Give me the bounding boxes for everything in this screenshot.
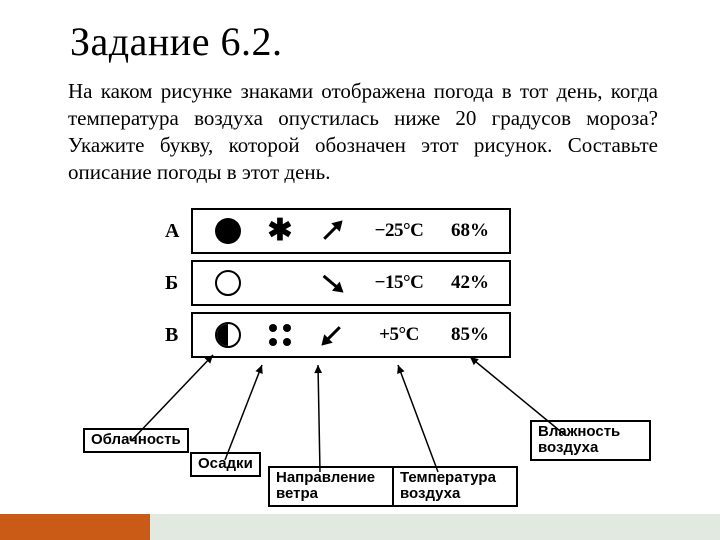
wind-icon xyxy=(305,262,359,304)
weather-table: А✱−25°C68%Б−15°C42%В+5°C85% xyxy=(165,208,511,364)
bottom-bar-accent xyxy=(0,514,150,540)
callout-wind: Направление ветра xyxy=(268,466,399,507)
precip-icon: ✱ xyxy=(255,210,305,252)
callout-precip: Осадки xyxy=(190,452,261,477)
precip-icon xyxy=(255,262,305,304)
table-row: А ✱ −25°C68% xyxy=(165,208,511,254)
row-label: А xyxy=(165,220,191,243)
cloud-icon xyxy=(201,314,255,356)
temperature-value: −15°C xyxy=(359,262,439,304)
row-label: В xyxy=(165,324,191,347)
row-label: Б xyxy=(165,272,191,295)
bottom-bar-fill xyxy=(150,514,720,540)
row-box: ✱ −25°C68% xyxy=(191,208,511,254)
question-text: На каком рисунке знаками отображена пого… xyxy=(68,78,658,186)
table-row: В+5°C85% xyxy=(165,312,511,358)
cloud-icon xyxy=(201,262,255,304)
bottom-bar xyxy=(0,514,720,540)
page: Задание 6.2. На каком рисунке знаками от… xyxy=(0,0,720,540)
callout-cloud: Облачность xyxy=(83,428,189,453)
temperature-value: −25°C xyxy=(359,210,439,252)
callout-hum: Влажность воздуха xyxy=(530,420,651,461)
row-box: −15°C42% xyxy=(191,260,511,306)
wind-icon xyxy=(305,210,359,252)
table-row: Б−15°C42% xyxy=(165,260,511,306)
wind-icon xyxy=(305,314,359,356)
precip-icon xyxy=(255,314,305,356)
row-box: +5°C85% xyxy=(191,312,511,358)
temperature-value: +5°C xyxy=(359,314,439,356)
callout-temp: Температура воздуха xyxy=(392,466,518,507)
humidity-value: 68% xyxy=(439,210,501,252)
page-title: Задание 6.2. xyxy=(70,18,282,65)
cloud-icon xyxy=(201,210,255,252)
humidity-value: 85% xyxy=(439,314,501,356)
humidity-value: 42% xyxy=(439,262,501,304)
